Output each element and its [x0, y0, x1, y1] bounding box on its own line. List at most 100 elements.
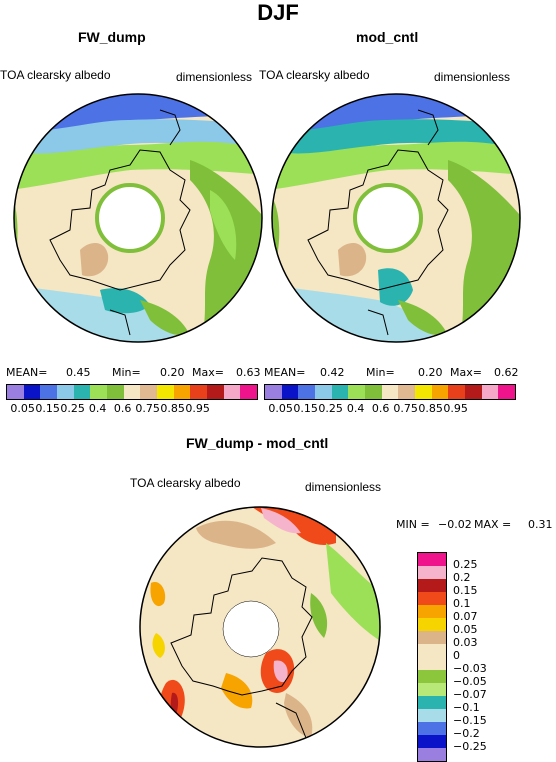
diff-title: FW_dump - mod_cntl: [186, 435, 329, 451]
colorbar-swatch: [298, 385, 316, 399]
diff-colorbar-swatch: [418, 657, 446, 670]
panel-2-colorbar: [264, 384, 516, 400]
diff-colorbar-swatch: [418, 696, 446, 709]
panel-1-min-value: 0.20: [160, 366, 185, 379]
colorbar-swatch: [431, 385, 449, 399]
diff-colorbar-swatch: [418, 644, 446, 657]
colorbar-swatch: [207, 385, 224, 399]
colorbar-tick-label: 0.85: [160, 402, 185, 415]
colorbar-tick-label: 0.6: [113, 402, 132, 415]
colorbar-swatch: [57, 385, 74, 399]
colorbar-swatch: [331, 385, 349, 399]
panel-2-max-value: 0.62: [494, 366, 519, 379]
diff-max-label: MAX =: [474, 518, 512, 531]
panel-2-mean-label: MEAN=: [264, 366, 306, 379]
colorbar-tick-label: 0.25: [60, 402, 85, 415]
diff-colorbar-label: −0.1: [453, 701, 480, 714]
colorbar-tick-label: 0.4: [88, 402, 107, 415]
diff-colorbar-label: 0.25: [453, 558, 478, 571]
colorbar-swatch: [265, 385, 282, 399]
diff-colorbar-swatch: [418, 683, 446, 696]
panel-1-mean-value: 0.45: [66, 366, 91, 379]
panel-1-colorbar: [6, 384, 258, 400]
colorbar-swatch: [381, 385, 399, 399]
colorbar-swatch: [223, 385, 241, 399]
diff-colorbar-label: −0.2: [453, 727, 480, 740]
colorbar-swatch: [498, 385, 516, 399]
diff-colorbar-label: −0.25: [453, 740, 487, 753]
diff-colorbar-swatch: [418, 592, 446, 605]
panel-2-title: mod_cntl: [356, 29, 419, 45]
diff-colorbar-swatch: [418, 605, 446, 618]
panel-2-max-label: Max=: [450, 366, 482, 379]
colorbar-tick-label: 0.85: [418, 402, 443, 415]
diff-units-label: dimensionless: [305, 480, 382, 494]
colorbar-swatch: [173, 385, 191, 399]
colorbar-swatch: [107, 385, 124, 399]
colorbar-tick-label: 0.75: [393, 402, 418, 415]
panel-1-min-label: Min=: [112, 366, 141, 379]
diff-colorbar-swatch: [418, 670, 446, 683]
diff-colorbar-swatch: [418, 709, 446, 722]
diff-variable-label: TOA clearsky albedo: [130, 476, 241, 490]
panel-1-mean-label: MEAN=: [6, 366, 48, 379]
colorbar-tick-label: 0.95: [443, 402, 468, 415]
diff-colorbar-label: −0.05: [453, 675, 487, 688]
colorbar-swatch: [465, 385, 482, 399]
colorbar-tick-label: 0.4: [346, 402, 365, 415]
colorbar-tick-label: 0.15: [35, 402, 60, 415]
diff-colorbar-label: 0.15: [453, 584, 478, 597]
panel-2-polar-map: [271, 93, 521, 343]
colorbar-swatch: [73, 385, 91, 399]
panel-2-min-label: Min=: [366, 366, 395, 379]
colorbar-swatch: [415, 385, 432, 399]
diff-colorbar-swatch: [418, 579, 446, 592]
diff-colorbar-label: 0.03: [453, 636, 478, 649]
panel-2-units-label: dimensionless: [434, 70, 511, 84]
colorbar-swatch: [157, 385, 174, 399]
diff-colorbar-swatch: [418, 618, 446, 631]
diff-colorbar-label: 0.1: [453, 597, 471, 610]
colorbar-swatch: [123, 385, 141, 399]
panel-1-units-label: dimensionless: [176, 70, 253, 84]
diff-polar-map: [139, 506, 381, 748]
colorbar-swatch: [448, 385, 466, 399]
diff-colorbar-swatch: [418, 553, 446, 566]
colorbar-tick-label: 0.95: [185, 402, 210, 415]
panel-2-variable-label: TOA clearsky albedo: [259, 68, 370, 82]
colorbar-tick-label: 0.25: [318, 402, 343, 415]
diff-colorbar-swatch: [418, 722, 446, 735]
colorbar-swatch: [40, 385, 58, 399]
diff-colorbar-label: 0.05: [453, 623, 478, 636]
diff-colorbar-label: 0: [453, 649, 460, 662]
colorbar-tick-label: 0.6: [371, 402, 390, 415]
colorbar-swatch: [140, 385, 158, 399]
panel-2-mean-value: 0.42: [320, 366, 345, 379]
colorbar-swatch: [365, 385, 382, 399]
panel-2-min-value: 0.20: [418, 366, 443, 379]
panel-1-title: FW_dump: [78, 29, 146, 45]
colorbar-swatch: [190, 385, 208, 399]
diff-colorbar-swatch: [418, 735, 446, 748]
panel-1-max-label: Max=: [192, 366, 224, 379]
colorbar-swatch: [240, 385, 258, 399]
colorbar-swatch: [315, 385, 332, 399]
diff-colorbar-label: −0.15: [453, 714, 487, 727]
colorbar-swatch: [90, 385, 108, 399]
diff-colorbar-label: 0.07: [453, 610, 478, 623]
colorbar-swatch: [281, 385, 299, 399]
colorbar-swatch: [348, 385, 366, 399]
colorbar-swatch: [481, 385, 499, 399]
diff-min-label: MIN =: [396, 518, 430, 531]
diff-colorbar-label: −0.03: [453, 662, 487, 675]
diff-colorbar-swatch: [418, 566, 446, 579]
diff-colorbar-swatch: [418, 631, 446, 644]
diff-colorbar-swatch: [418, 748, 446, 761]
diff-colorbar-label: 0.2: [453, 571, 471, 584]
figure-title: DJF: [257, 0, 299, 25]
panel-1-max-value: 0.63: [236, 366, 261, 379]
panel-1-polar-map: [13, 93, 263, 343]
colorbar-tick-label: 0.05: [10, 402, 35, 415]
diff-max-value: 0.31: [528, 518, 553, 531]
colorbar-tick-label: 0.15: [293, 402, 318, 415]
